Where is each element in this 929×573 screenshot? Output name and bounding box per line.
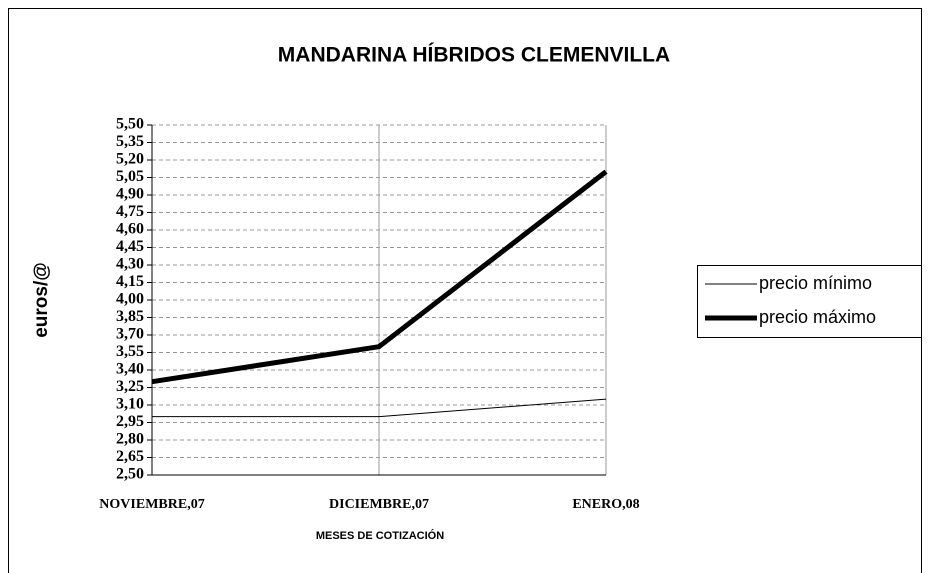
- legend-label: precio mínimo: [759, 273, 872, 293]
- y-tick-label: 4,90: [116, 186, 144, 203]
- y-tick-label: 5,50: [116, 116, 144, 133]
- chart-title: MANDARINA HÍBRIDOS CLEMENVILLA: [278, 44, 670, 67]
- y-tick-label: 4,45: [116, 238, 144, 255]
- x-tick-label: DICIEMBRE,07: [329, 497, 429, 512]
- y-tick-label: 3,70: [116, 326, 144, 343]
- y-tick-label: 3,85: [116, 308, 144, 325]
- y-tick-label: 4,15: [116, 273, 144, 290]
- series-line: [151, 169, 608, 385]
- x-axis-label: MESES DE COTIZACIÓN: [316, 529, 444, 542]
- y-tick-label: 3,55: [116, 343, 144, 360]
- y-tick-label: 4,00: [116, 291, 144, 308]
- y-tick-label: 5,20: [116, 151, 144, 168]
- y-tick-label: 5,35: [116, 133, 144, 150]
- y-tick-label: 5,05: [116, 168, 144, 185]
- y-tick-label: 4,75: [116, 203, 144, 220]
- y-tick-label: 2,80: [116, 431, 144, 448]
- legend: [697, 265, 922, 338]
- y-axis-label: euros/@: [31, 262, 52, 338]
- x-tick-label: ENERO,08: [572, 497, 639, 512]
- y-tick-label: 2,50: [116, 466, 144, 483]
- y-tick-label: 2,65: [116, 448, 144, 465]
- y-tick-label: 3,10: [116, 396, 144, 413]
- x-tick-label: NOVIEMBRE,07: [99, 497, 204, 512]
- legend-label: precio máximo: [759, 307, 876, 327]
- y-tick-label: 4,30: [116, 256, 144, 273]
- y-tick-label: 3,25: [116, 378, 144, 395]
- y-tick-label: 3,40: [116, 361, 144, 378]
- series-line: [152, 398, 607, 418]
- y-tick-label: 2,95: [116, 413, 144, 430]
- y-tick-label: 4,60: [116, 221, 144, 238]
